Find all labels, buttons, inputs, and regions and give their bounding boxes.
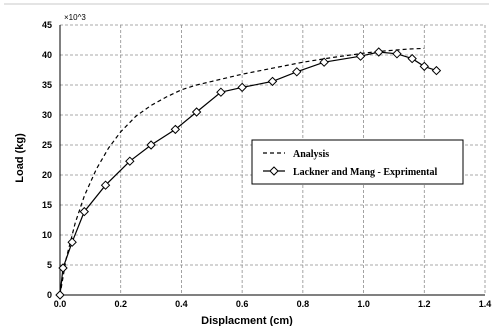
x-tick-label: 0.4: [175, 299, 188, 309]
y-tick-labels: 0 5 10 15 20 25 30 35 40 45: [42, 20, 52, 300]
x-tick-label: 1.2: [418, 299, 431, 309]
experimental-data-point: [431, 65, 442, 76]
x-tick-label: 0.2: [114, 299, 127, 309]
experimental-data-point: [216, 87, 226, 97]
y-tick-label: 35: [42, 80, 52, 90]
experimental-data-point: [237, 82, 247, 93]
y-axis-title: Load (kg): [14, 133, 26, 183]
experimental-data-point: [58, 263, 68, 273]
analysis-line: [59, 47, 425, 296]
x-tick-label: 0.6: [236, 299, 249, 309]
experimental-data-point: [170, 124, 181, 135]
experimental-data-point: [419, 61, 429, 72]
experimental-data-point: [125, 156, 135, 166]
experimental-data-point: [407, 53, 417, 64]
legend-experimental-label: Lackner and Mang - Exprimental: [293, 167, 437, 178]
y-tick-label: 20: [42, 170, 52, 180]
legend-experimental-swatch-marker: [269, 166, 279, 176]
experimental-data-point: [100, 180, 111, 190]
x-tick-labels: 0.0 0.2 0.4 0.6 0.8 1.0 1.2 1.4: [54, 299, 492, 309]
experimental-data-point: [292, 67, 302, 77]
x-tick-label: 0.0: [54, 299, 67, 309]
series-layer: [55, 47, 442, 300]
experimental-data-point: [319, 57, 329, 67]
y-tick-label: 0: [47, 290, 52, 300]
experimental-data-point: [355, 51, 366, 61]
experimental-data-point: [67, 237, 77, 247]
experimental-data-point: [191, 107, 202, 117]
x-axis-title: Displacment (cm): [201, 315, 293, 326]
y-tick-label: 10: [42, 230, 52, 240]
y-tick-label: 30: [42, 110, 52, 120]
y-tick-label: 15: [42, 200, 52, 210]
y-tick-label: 25: [42, 140, 52, 150]
legend-box: [251, 139, 464, 185]
x-tick-label: 1.0: [357, 299, 370, 309]
x-tick-label: 0.8: [297, 299, 310, 309]
legend-analysis-label: Analysis: [293, 149, 329, 160]
y-tick-label: 45: [42, 20, 52, 30]
y-tick-label: 5: [47, 260, 52, 270]
experimental-data-point: [55, 290, 65, 300]
x-tick-label: 1.4: [479, 299, 492, 309]
experimental-data-point: [267, 76, 278, 87]
y-tick-label: 40: [42, 50, 52, 60]
experimental-data-point: [392, 49, 402, 59]
y-multiplier-label: ×10^3: [64, 13, 86, 22]
axes: [59, 25, 485, 296]
experimental-data-point: [146, 140, 156, 150]
legend: Analysis Lackner and Mang - Exprimental: [251, 139, 464, 185]
experimental-data-point: [374, 47, 384, 57]
experimental-data-point: [79, 206, 89, 217]
